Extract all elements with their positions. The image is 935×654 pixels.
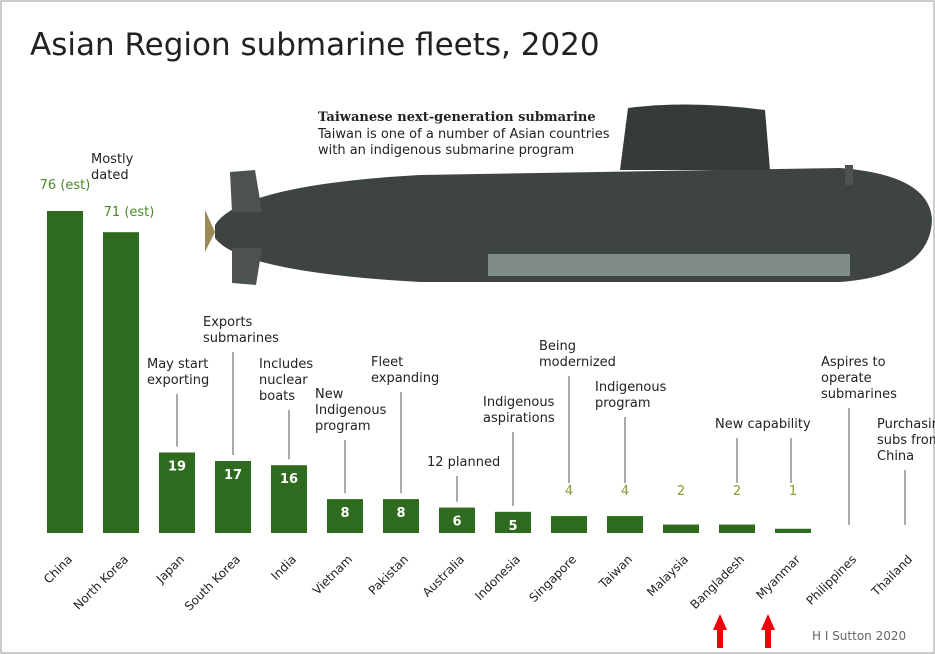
annotation: 12 planned	[427, 455, 500, 470]
value-label: 8	[340, 506, 349, 521]
annotation: Includes nuclear boats	[259, 357, 313, 404]
annotation: Indigenous program	[595, 380, 667, 411]
chart-title: Asian Region submarine fleets, 2020	[30, 27, 600, 63]
bar	[607, 516, 643, 533]
caption-title: Taiwanese next-generation submarine	[318, 110, 596, 125]
value-label: 4	[565, 484, 573, 499]
bar	[215, 460, 251, 533]
value-label: 19	[168, 460, 186, 475]
value-label: 1	[789, 484, 797, 499]
credit: H I Sutton 2020	[812, 629, 906, 643]
bar	[439, 507, 475, 533]
annotation: Mostly dated	[91, 152, 134, 183]
annotation: Fleet expanding	[371, 355, 439, 386]
annotation: New capability	[715, 417, 811, 432]
bar	[551, 516, 587, 533]
annotation: Exports submarines	[203, 315, 279, 346]
submarine	[205, 104, 932, 285]
arrows	[713, 614, 775, 648]
annotation: Being modernized	[539, 339, 616, 370]
annotation: Indigenous aspirations	[483, 395, 555, 426]
value-label: 76 (est)	[40, 178, 91, 193]
annotation: May start exporting	[147, 357, 209, 388]
annotation: New Indigenous program	[315, 387, 387, 434]
value-label: 5	[508, 519, 517, 534]
value-label: 2	[733, 484, 741, 499]
annotation: Aspires to operate submarines	[821, 355, 897, 402]
bar	[159, 452, 195, 533]
bar	[663, 524, 699, 533]
bar	[719, 524, 755, 533]
bar	[383, 499, 419, 533]
caption-text: Taiwan is one of a number of Asian count…	[317, 127, 610, 158]
value-label: 4	[621, 484, 629, 499]
value-label: 2	[677, 484, 685, 499]
value-label: 17	[224, 468, 242, 483]
bar	[103, 232, 139, 533]
bar	[327, 499, 363, 533]
value-label: 8	[396, 506, 405, 521]
bar	[495, 511, 531, 533]
bar	[47, 211, 83, 533]
value-label: 6	[452, 515, 461, 530]
value-label: 16	[280, 472, 298, 487]
bar	[271, 465, 307, 533]
value-label: 71 (est)	[104, 205, 155, 220]
bar	[775, 528, 811, 533]
